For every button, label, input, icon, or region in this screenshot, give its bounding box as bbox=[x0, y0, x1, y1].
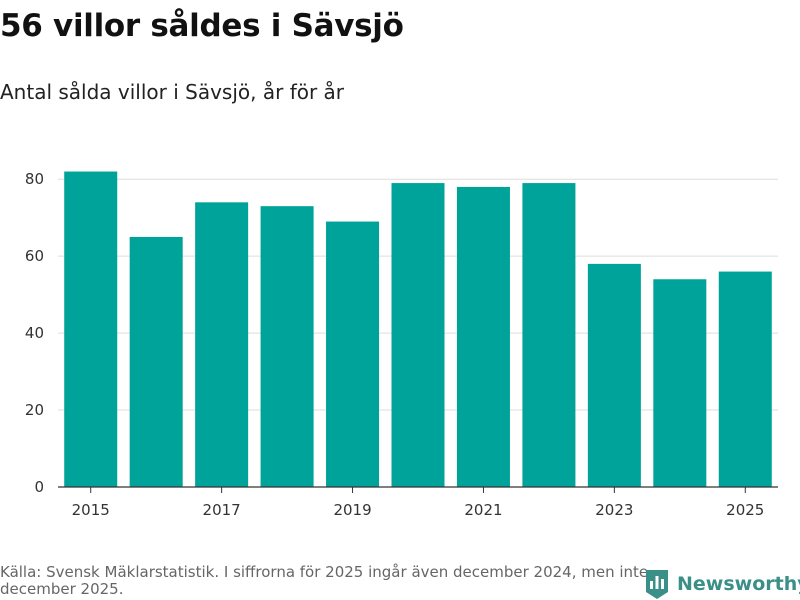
chart-subtitle: Antal sålda villor i Sävsjö, år för år bbox=[0, 80, 345, 104]
x-tick-label: 2017 bbox=[203, 501, 241, 519]
bar-2021 bbox=[456, 186, 510, 487]
x-tick-label: 2021 bbox=[464, 501, 502, 519]
bar-2017 bbox=[195, 202, 249, 488]
bar-2015 bbox=[64, 171, 118, 487]
bar-2025 bbox=[718, 271, 772, 487]
chart-title: 56 villor såldes i Sävsjö bbox=[0, 8, 404, 44]
bar-2023 bbox=[587, 263, 641, 487]
bar-2019 bbox=[326, 221, 380, 487]
brand-name: Newsworthy bbox=[677, 573, 800, 595]
x-tick-label: 2023 bbox=[595, 501, 633, 519]
y-tick-label: 80 bbox=[25, 170, 44, 188]
bar-chart-badge-icon bbox=[646, 570, 668, 599]
bar-2018 bbox=[260, 206, 314, 487]
y-tick-label: 40 bbox=[25, 324, 44, 342]
bar-2024 bbox=[653, 279, 707, 487]
source-note: Källa: Svensk Mäklarstatistik. I siffror… bbox=[0, 563, 649, 598]
x-tick-label: 2015 bbox=[72, 501, 110, 519]
bar-2016 bbox=[129, 236, 183, 487]
y-tick-label: 0 bbox=[34, 478, 44, 496]
x-tick-label: 2025 bbox=[726, 501, 764, 519]
y-tick-label: 20 bbox=[25, 401, 44, 419]
bar-2022 bbox=[522, 183, 576, 488]
y-tick-label: 60 bbox=[25, 247, 44, 265]
x-tick-label: 2019 bbox=[333, 501, 371, 519]
brand-logo: Newsworthy bbox=[644, 568, 800, 600]
bar-2020 bbox=[391, 183, 445, 488]
bar-chart: 0 20 40 60 80 2015 2017 2019 2021 2023 2025 bbox=[25, 170, 778, 519]
